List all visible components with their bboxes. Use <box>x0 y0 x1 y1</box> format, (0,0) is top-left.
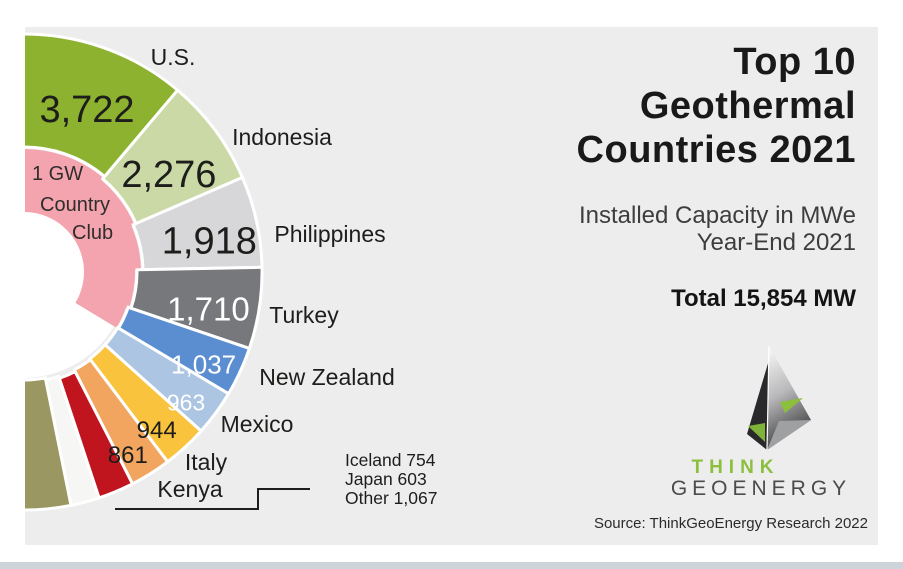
name-label-turkey: Turkey <box>269 302 339 328</box>
chart-panel: 3,722 2,276 1,918 1,710 1,037 963 944 861 U.S. In… <box>25 27 878 545</box>
value-label-mexico: 963 <box>167 390 205 416</box>
page-subtitle-line1: Installed Capacity in MWe <box>578 202 856 229</box>
value-label-turkey: 1,710 <box>167 290 250 327</box>
name-label-indonesia: Indonesia <box>232 124 332 150</box>
name-label-mexico: Mexico <box>221 411 294 437</box>
logo-facet-left <box>747 360 769 450</box>
source-credit: Source: ThinkGeoEnergy Research 2022 <box>593 515 868 532</box>
value-label-u-s: 3,722 <box>39 89 134 131</box>
segment-other <box>25 376 73 512</box>
club-label-line2: Country <box>40 194 110 216</box>
club-ring-indonesia <box>62 179 135 249</box>
small-segments-bracket <box>115 488 310 510</box>
value-label-italy: 944 <box>137 417 177 444</box>
name-label-new-zealand: New Zealand <box>259 364 395 390</box>
small-segment-label-iceland-754: Iceland 754 <box>345 450 436 470</box>
segment-kenya <box>72 357 170 486</box>
value-label-new-zealand: 1,037 <box>171 350 236 380</box>
club-label-line1: 1 GW <box>32 163 83 185</box>
value-label-kenya: 861 <box>108 442 148 469</box>
logo-facet-right <box>767 420 811 450</box>
name-label-philippines: Philippines <box>274 221 385 247</box>
small-segment-label-other-1-067: Other 1,067 <box>345 488 437 508</box>
page-title-line2: Geothermal <box>639 85 856 127</box>
page-title-line1: Top 10 <box>733 41 856 83</box>
total-capacity-label: Total 15,854 MW <box>671 285 856 312</box>
thinkgeoenergy-logo-icon <box>747 345 811 451</box>
page-title: Top 10 Geothermal Countries 2021 <box>577 40 856 172</box>
logo-accent-green-left <box>748 423 765 442</box>
page-subtitle-line2: Year-End 2021 <box>696 229 856 256</box>
page-subtitle: Installed Capacity in MWe Year-End 2021 <box>579 202 856 256</box>
club-ring-u-s <box>25 149 104 227</box>
value-label-indonesia: 2,276 <box>121 154 216 196</box>
page-title-line3: Countries 2021 <box>576 129 856 171</box>
club-label-line3: Club <box>72 222 113 244</box>
club-ring-new-zealand <box>75 291 127 328</box>
logo-accent-green-right <box>780 398 803 413</box>
bottom-divider-bar <box>0 562 903 569</box>
value-label-philippines: 1,918 <box>162 220 257 262</box>
name-label-kenya: Kenya <box>157 476 222 502</box>
name-label-italy: Italy <box>185 449 228 475</box>
name-label-u-s: U.S. <box>151 44 196 70</box>
brand-think: THINK <box>691 457 780 478</box>
brand-geoenergy: GEOENERGY <box>670 477 852 500</box>
small-segment-label-japan-603: Japan 603 <box>345 469 427 489</box>
logo-crease <box>766 345 770 451</box>
club-ring-philippines <box>78 225 141 272</box>
club-ring-turkey <box>80 269 136 309</box>
